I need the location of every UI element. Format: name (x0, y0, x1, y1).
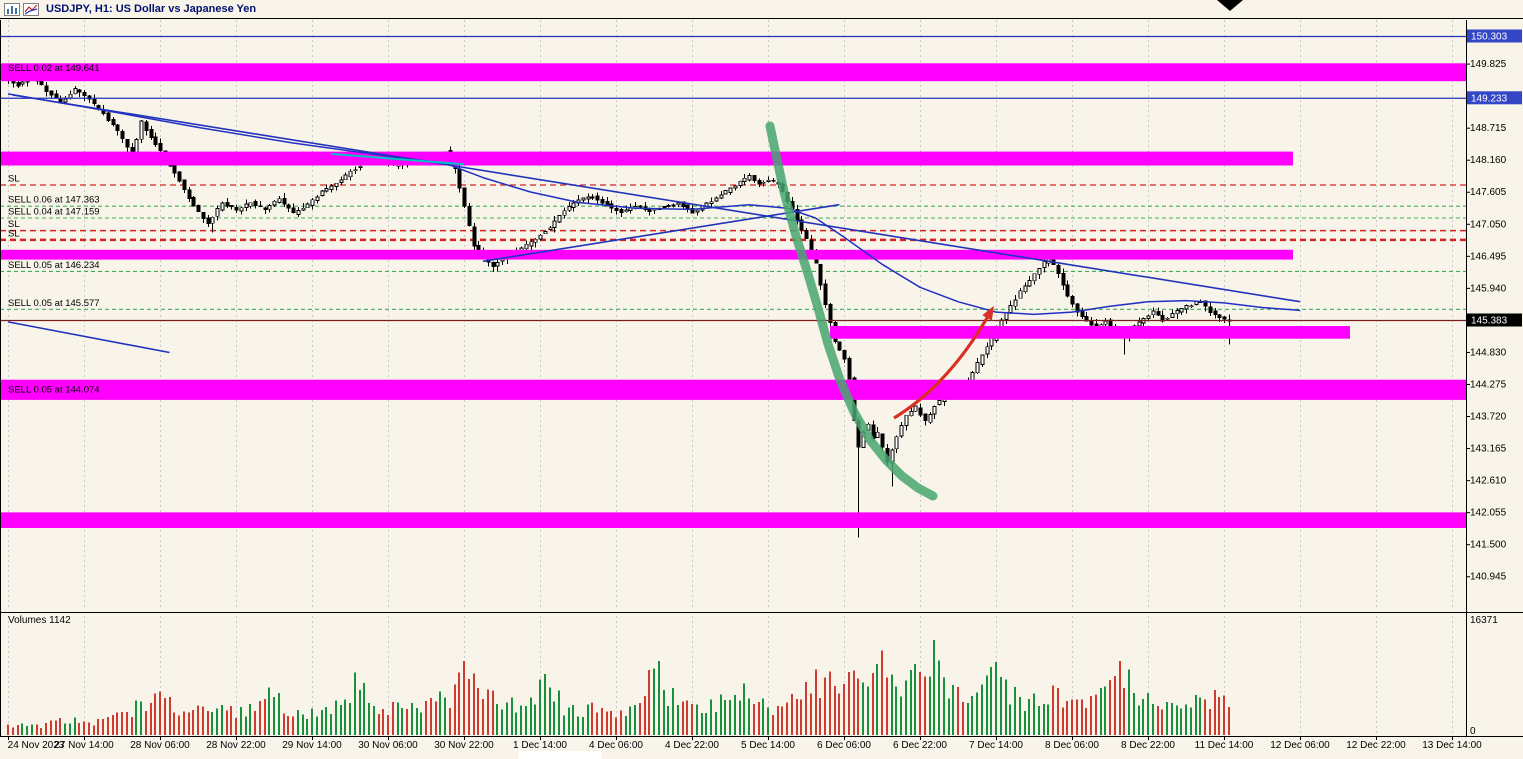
price-zone[interactable] (0, 249, 1293, 260)
order-labels: SELL 0.02 at 149.641 SL SELL 0.06 at 147.3… (8, 63, 100, 395)
time-tick-label: 24 Nov 2023 (8, 740, 65, 751)
price-tick-label: 140.945 (1470, 572, 1507, 583)
time-tick-label: 12 Dec 22:00 (1346, 740, 1406, 751)
time-tick-label: 8 Dec 06:00 (1045, 740, 1099, 751)
price-box-label: 149.233 (1471, 93, 1508, 104)
bottom-white-strip (519, 751, 601, 759)
green-curve-annotation[interactable] (765, 121, 938, 501)
order-label: SELL 0.05 at 146.234 (8, 260, 100, 271)
volume-max-label: 16371 (1470, 615, 1498, 626)
time-tick-label: 12 Dec 06:00 (1270, 740, 1330, 751)
time-tick-label: 8 Dec 22:00 (1121, 740, 1175, 751)
price-zones (0, 63, 1466, 528)
order-label: SELL 0.05 at 144.074 (8, 385, 100, 396)
price-tick-label: 144.275 (1470, 380, 1507, 391)
time-tick-label: 28 Nov 22:00 (206, 740, 266, 751)
price-tick-label: 149.825 (1470, 59, 1507, 70)
cyan-ma-segment[interactable] (330, 152, 465, 166)
gridlines (8, 20, 1453, 735)
ma-curve[interactable] (7, 93, 1301, 316)
chart-shift-marker[interactable] (1217, 0, 1243, 11)
time-tick-label: 27 Nov 14:00 (54, 740, 114, 751)
time-tick-label: 6 Dec 22:00 (893, 740, 947, 751)
time-tick-label: 30 Nov 22:00 (434, 740, 494, 751)
order-lines (0, 74, 1466, 397)
volume-min-label: 0 (1470, 726, 1476, 737)
order-label: SELL 0.02 at 149.641 (8, 63, 100, 74)
price-tick-label: 141.500 (1470, 540, 1507, 551)
price-tick-label: 142.610 (1470, 476, 1507, 487)
time-tick-label: 4 Dec 06:00 (589, 740, 643, 751)
time-tick-label: 6 Dec 06:00 (817, 740, 871, 751)
time-tick-label: 13 Dec 14:00 (1422, 740, 1482, 751)
price-tick-label: 143.720 (1470, 412, 1507, 423)
order-label: SELL 0.05 at 145.577 (8, 298, 100, 309)
price-zone[interactable] (0, 379, 1466, 400)
time-tick-label: 30 Nov 06:00 (358, 740, 418, 751)
chart-titlebar: USDJPY, H1: US Dollar vs Japanese Yen (0, 0, 1523, 19)
price-tick-label: 148.715 (1470, 123, 1507, 134)
order-label: SELL 0.06 at 147.363 (8, 195, 100, 206)
descending-trendline[interactable] (12, 94, 1301, 303)
time-tick-label: 1 Dec 14:00 (513, 740, 567, 751)
bar-chart-icon[interactable] (4, 2, 20, 16)
red-arrow-annotation[interactable] (893, 310, 993, 420)
price-box-label: 145.383 (1471, 316, 1508, 327)
time-tick-label: 28 Nov 06:00 (130, 740, 190, 751)
price-tick-label: 145.940 (1470, 283, 1507, 294)
price-box-label: 150.303 (1471, 32, 1508, 43)
ascending-trendline[interactable] (482, 203, 840, 263)
chart-title: USDJPY, H1: US Dollar vs Japanese Yen (46, 3, 257, 15)
order-label: SL (8, 174, 20, 185)
red-arrow-head (982, 305, 994, 321)
price-tick-label: 146.495 (1470, 251, 1507, 262)
time-tick-label: 11 Dec 14:00 (1195, 740, 1254, 751)
price-tick-label: 144.830 (1470, 347, 1507, 358)
price-zone[interactable] (0, 151, 1293, 166)
price-tick-label: 143.165 (1470, 444, 1507, 455)
level-price-box (1467, 91, 1522, 105)
trendlines (7, 93, 1301, 354)
time-tick-label: 4 Dec 22:00 (665, 740, 719, 751)
price-tick-label: 147.050 (1470, 219, 1507, 230)
time-tick-label: 5 Dec 14:00 (741, 740, 795, 751)
candlesticks (6, 69, 1232, 538)
volumes-indicator-label: Volumes 1142 (8, 615, 71, 626)
price-tick-label: 147.605 (1470, 187, 1507, 198)
order-label: SL (8, 228, 20, 239)
chart-frame (0, 20, 1523, 737)
level-price-box (1467, 29, 1522, 43)
volume-bars (7, 640, 1230, 735)
left-trendline[interactable] (7, 321, 170, 354)
price-tick-label: 148.160 (1470, 155, 1507, 166)
price-zone[interactable] (830, 326, 1350, 339)
order-label: SELL 0.04 at 147.159 (8, 207, 100, 218)
order-label: SL (8, 219, 20, 230)
price-axis[interactable]: 149.825 148.715 148.160 147.605 147.050 146.4… (1466, 29, 1522, 738)
line-chart-icon[interactable] (23, 2, 39, 16)
time-tick-label: 29 Nov 14:00 (282, 740, 342, 751)
current-price-box (1467, 313, 1522, 327)
price-tick-label: 142.055 (1470, 508, 1507, 519)
price-zone[interactable] (0, 63, 1466, 82)
annotations (765, 121, 994, 501)
time-tick-label: 7 Dec 14:00 (969, 740, 1023, 751)
price-zone[interactable] (0, 512, 1466, 528)
